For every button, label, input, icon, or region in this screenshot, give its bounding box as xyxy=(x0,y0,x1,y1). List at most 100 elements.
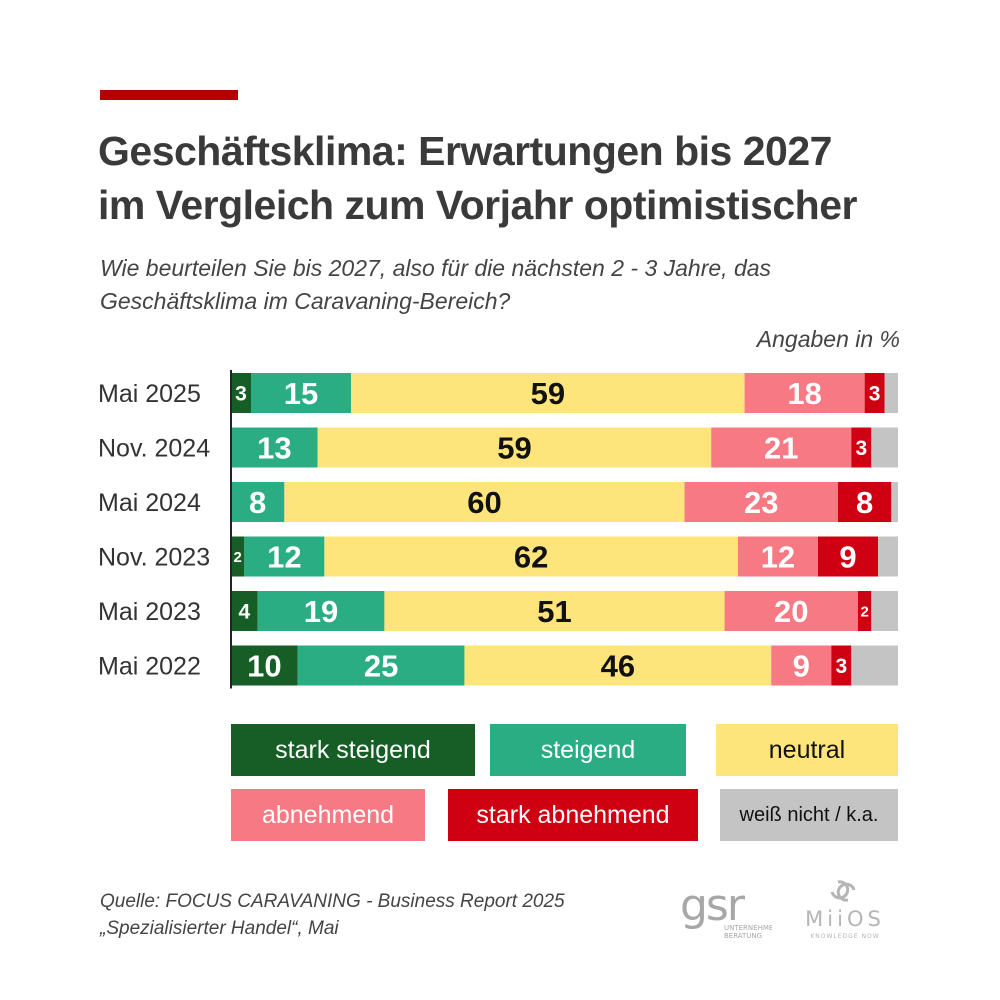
bar-segment xyxy=(884,373,898,413)
bar-segment xyxy=(891,482,898,522)
legend-label: steigend xyxy=(540,735,636,764)
bar-segment xyxy=(384,591,725,631)
data-label: 3 xyxy=(835,655,847,678)
category-label: Mai 2024 xyxy=(98,489,201,517)
chart-title-line-1: Geschäftsklima: Erwartungen bis 2027 xyxy=(98,128,832,174)
gsr-logo-text: gsr xyxy=(680,880,746,931)
legend-label: weiß nicht / k.a. xyxy=(739,803,879,826)
bar-segment xyxy=(684,482,838,522)
data-label: 21 xyxy=(764,431,798,466)
bar-segment xyxy=(771,645,832,686)
data-label: 3 xyxy=(869,383,881,406)
legend-item: steigend xyxy=(490,724,686,776)
bar-segment xyxy=(871,427,898,468)
data-label: 9 xyxy=(839,540,856,575)
bar-segment xyxy=(871,591,898,631)
data-label: 60 xyxy=(467,485,501,520)
bar-segment xyxy=(724,591,858,631)
data-label: 15 xyxy=(284,376,318,411)
bar-segment xyxy=(464,645,772,686)
bar-segment xyxy=(231,373,252,413)
bar-segment xyxy=(231,536,245,577)
unit-label: Angaben in % xyxy=(756,326,900,352)
data-label: 20 xyxy=(774,594,808,629)
legend-item: abnehmend xyxy=(231,789,425,841)
source-line-2: „Spezialisierter Handel“, Mai xyxy=(100,918,339,939)
category-label: Mai 2025 xyxy=(98,380,201,408)
gsr-logo-sub-2: BERATUNG xyxy=(724,932,762,940)
accent-bar xyxy=(100,90,238,100)
data-label: 18 xyxy=(787,376,821,411)
source-note: Quelle: FOCUS CARAVANING - Business Repo… xyxy=(100,888,565,942)
data-label: 23 xyxy=(744,485,778,520)
gsr-logo: gsr UNTERNEHMENS- BERATUNG xyxy=(680,880,772,940)
legend-label: abnehmend xyxy=(261,800,395,829)
stacked-bar-chart: Mai 2025 3 15 59 18 3 Nov. 2024 13 59 21 3 Mai 2024… xyxy=(98,370,898,689)
bar-segment xyxy=(231,427,318,468)
bar-segment xyxy=(851,645,898,686)
data-label: 3 xyxy=(855,437,867,460)
bar-segment xyxy=(231,591,258,631)
data-label: 8 xyxy=(249,485,266,520)
data-label: 19 xyxy=(304,594,338,629)
data-label: 12 xyxy=(267,540,301,575)
miios-logo-sub: KNOWLEDGE NOW xyxy=(810,933,879,940)
data-label: 3 xyxy=(235,383,247,406)
chart-subtitle: Wie beurteilen Sie bis 2027, also für di… xyxy=(100,252,920,318)
chart-subtitle-line-1: Wie beurteilen Sie bis 2027, also für di… xyxy=(100,255,772,281)
miios-logo-text: MiiOS xyxy=(805,907,885,931)
data-label: 8 xyxy=(856,485,873,520)
data-label: 9 xyxy=(793,649,810,684)
bar-segment xyxy=(864,373,885,413)
bar-segment xyxy=(817,536,878,577)
data-label: 13 xyxy=(257,431,291,466)
bar-segment xyxy=(837,482,892,522)
category-label: Mai 2022 xyxy=(98,653,201,681)
data-label: 12 xyxy=(761,540,795,575)
data-label: 46 xyxy=(601,649,635,684)
category-label: Mai 2023 xyxy=(98,598,201,626)
bar-segment xyxy=(351,373,745,413)
gsr-logo-sub-1: UNTERNEHMENS- xyxy=(724,924,772,932)
bar-segment xyxy=(297,645,465,686)
bar-segment xyxy=(317,427,712,468)
chart-subtitle-line-2: Geschäftsklima im Caravaning-Bereich? xyxy=(100,288,511,314)
data-label: 62 xyxy=(514,540,548,575)
bar-segment xyxy=(244,536,325,577)
data-label: 2 xyxy=(860,603,868,620)
data-label: 2 xyxy=(233,549,241,566)
miios-logo: MiiOS KNOWLEDGE NOW xyxy=(805,880,885,940)
bar-segment xyxy=(324,536,738,577)
legend-item: stark steigend xyxy=(231,724,475,776)
bar-segment xyxy=(744,373,865,413)
bar-segment xyxy=(284,482,685,522)
bar-segment xyxy=(851,427,872,468)
bar-segment xyxy=(831,645,852,686)
bar-segment xyxy=(737,536,818,577)
data-label: 51 xyxy=(537,594,571,629)
category-label: Nov. 2023 xyxy=(98,544,210,572)
bar-segment xyxy=(231,645,298,686)
legend-item: neutral xyxy=(716,724,898,776)
data-label: 10 xyxy=(247,649,281,684)
legend-item: weiß nicht / k.a. xyxy=(720,789,898,841)
category-label: Nov. 2024 xyxy=(98,435,210,463)
data-label: 25 xyxy=(364,649,398,684)
chart-title: Geschäftsklima: Erwartungen bis 2027 im … xyxy=(98,124,958,232)
bar-segment xyxy=(231,482,285,522)
source-line-1: Quelle: FOCUS CARAVANING - Business Repo… xyxy=(100,891,565,912)
data-label: 4 xyxy=(238,601,250,624)
bar-segment xyxy=(877,536,898,577)
legend-label: neutral xyxy=(768,735,846,764)
chart-title-line-2: im Vergleich zum Vorjahr optimistischer xyxy=(98,182,857,228)
data-label: 59 xyxy=(497,431,531,466)
bar-segment xyxy=(857,591,872,631)
legend-label: stark steigend xyxy=(275,735,431,764)
data-label: 59 xyxy=(531,376,565,411)
miios-logo-mark xyxy=(830,880,856,902)
bar-segment xyxy=(251,373,352,413)
bar-segment xyxy=(257,591,385,631)
legend-label: stark abnehmend xyxy=(476,800,670,829)
bar-segment xyxy=(711,427,852,468)
legend-item: stark abnehmend xyxy=(448,789,698,841)
